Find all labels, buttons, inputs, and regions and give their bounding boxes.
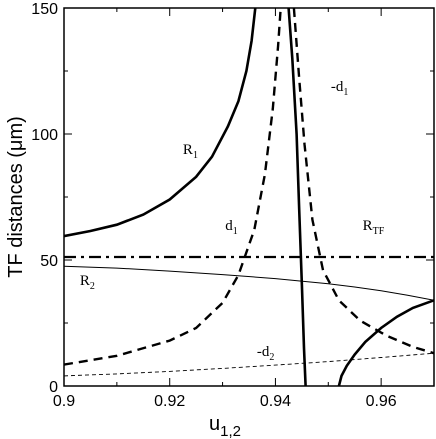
y-axis-label: TF distances (μm) [5, 116, 27, 278]
x-tick-label: 0.94 [260, 393, 291, 410]
series-layer [64, 8, 434, 386]
series-r1-segment-2 [287, 8, 307, 386]
tick-layer: 0.9 0.92 0.94 0.96 0 50 100 150 [31, 1, 434, 410]
curve-label: R1 [183, 142, 198, 161]
x-axis-label: u1,2 [209, 413, 241, 439]
series-r1-segment-1 [64, 8, 257, 238]
y-tick-label: 50 [40, 253, 58, 270]
curve-label: RTF [363, 218, 385, 237]
series-rightbranch-segment-1 [337, 299, 434, 386]
x-tick-label: 0.96 [366, 393, 397, 410]
x-axis-label-sub: 1,2 [220, 423, 241, 439]
y-tick-label: 100 [31, 127, 58, 144]
x-tick-label: 0.9 [53, 393, 75, 410]
series-minus-d2-segment-1 [64, 352, 434, 377]
x-tick-label: 0.92 [154, 393, 185, 410]
series-r2-segment-1 [64, 265, 434, 301]
y-tick-label: 150 [31, 1, 58, 18]
series-d1-segment-1 [64, 8, 282, 366]
curve-label: -d2 [257, 344, 275, 363]
curve-label: R2 [80, 273, 95, 292]
x-axis-label-main: u [209, 413, 220, 435]
y-tick-label: 0 [49, 379, 58, 396]
curve-label: d1 [225, 218, 238, 237]
annotation-layer: R1 -d1 d1 RTF R2 -d2 [80, 79, 385, 363]
series-d1-segment-2 [292, 8, 434, 355]
curve-label: -d1 [331, 79, 349, 98]
